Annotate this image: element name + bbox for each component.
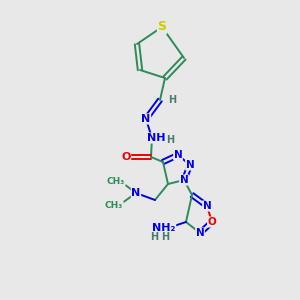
Text: H: H: [150, 232, 158, 242]
Text: S: S: [158, 20, 166, 34]
Text: CH₃: CH₃: [105, 202, 123, 211]
Text: CH₃: CH₃: [107, 176, 125, 185]
Text: H: H: [166, 135, 174, 145]
Text: O: O: [208, 217, 216, 227]
Text: H: H: [168, 95, 176, 105]
Text: N: N: [196, 228, 204, 238]
Text: NH₂: NH₂: [152, 223, 176, 233]
Text: N: N: [186, 160, 194, 170]
Text: O: O: [121, 152, 131, 162]
Text: N: N: [174, 150, 182, 160]
Text: N: N: [202, 201, 211, 211]
Text: H: H: [161, 232, 169, 242]
Text: NH: NH: [147, 133, 165, 143]
Text: N: N: [131, 188, 141, 198]
Text: N: N: [141, 114, 151, 124]
Text: N: N: [180, 175, 188, 185]
